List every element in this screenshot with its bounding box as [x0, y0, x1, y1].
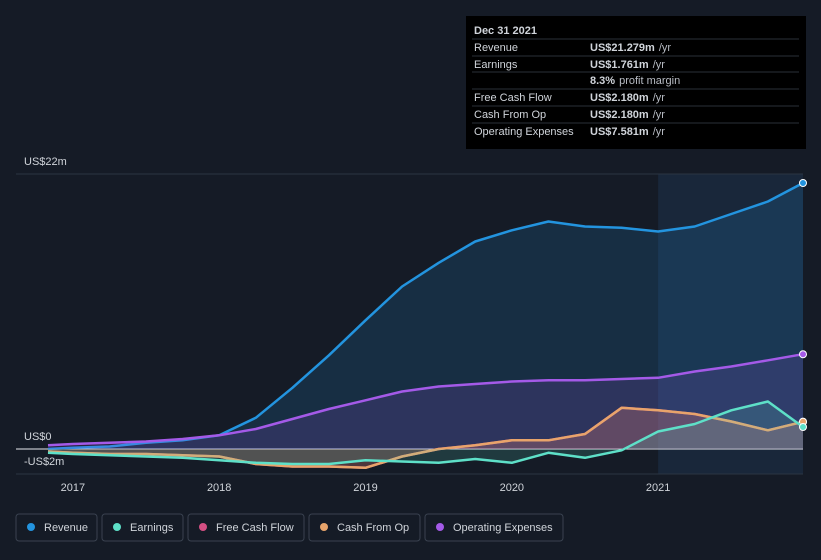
legend-swatch [27, 523, 35, 531]
series-area [48, 354, 803, 449]
tooltip-value: US$21.279m/yr [590, 42, 671, 54]
legend-swatch [320, 523, 328, 531]
tooltip-value: US$2.180m/yr [590, 92, 665, 104]
legend-label: Revenue [44, 522, 88, 534]
legend-item[interactable]: Earnings [101, 513, 184, 542]
legend-label: Operating Expenses [453, 522, 553, 534]
y-tick-label: US$22m [24, 156, 67, 168]
legend-item[interactable]: Free Cash Flow [187, 513, 305, 542]
tooltip-value: 8.3% profit margin [590, 75, 680, 87]
tooltip-value-text: US$2.180m [590, 109, 649, 121]
legend-swatch [199, 523, 207, 531]
tooltip-value-text: 8.3% [590, 75, 615, 87]
tooltip-unit: /yr [653, 59, 666, 71]
tooltip-value-text: US$7.581m [590, 126, 649, 138]
legend-button [308, 513, 421, 542]
series-line [47, 406, 804, 470]
series-line [47, 400, 804, 466]
tooltip-value: US$1.761m/yr [590, 59, 665, 71]
tooltip-value: US$2.180m/yr [590, 109, 665, 121]
legend-label: Cash From Op [337, 522, 409, 534]
x-tick-label: 2019 [353, 482, 377, 494]
tooltip-label: Operating Expenses [474, 126, 574, 138]
legend-swatch [436, 523, 444, 531]
x-tick-label: 2017 [61, 482, 85, 494]
tooltip-label: Revenue [474, 42, 518, 54]
series-line [47, 181, 804, 451]
legend-button [15, 513, 98, 542]
tooltip-value-text: US$2.180m [590, 92, 649, 104]
y-tick-label: -US$2m [24, 456, 64, 468]
tooltip-date: Dec 31 2021 [474, 25, 537, 37]
highlight-region [658, 174, 803, 474]
legend-label: Free Cash Flow [216, 522, 294, 534]
legend-item[interactable]: Cash From Op [308, 513, 421, 542]
tooltip-unit: /yr [653, 92, 666, 104]
series-line [47, 352, 804, 447]
tooltip-label: Cash From Op [474, 109, 546, 121]
x-tick-label: 2020 [500, 482, 524, 494]
legend-item[interactable]: Operating Expenses [424, 513, 564, 542]
series-area [48, 401, 803, 464]
series-area [48, 407, 803, 468]
series-area [48, 407, 803, 468]
legend-button [187, 513, 305, 542]
tooltip-value-text: US$21.279m [590, 42, 655, 54]
end-point [799, 422, 807, 431]
tooltip-unit: /yr [653, 126, 666, 138]
tooltip-unit: /yr [653, 109, 666, 121]
tooltip-box [466, 16, 806, 149]
x-tick-label: 2018 [207, 482, 231, 494]
tooltip-value-text: US$1.761m [590, 59, 649, 71]
legend-swatch [113, 523, 121, 531]
tooltip-label: Earnings [474, 59, 518, 71]
tooltip-label: Free Cash Flow [474, 92, 552, 104]
tooltip-unit: profit margin [619, 75, 680, 87]
legend-label: Earnings [130, 522, 174, 534]
tooltip-unit: /yr [659, 42, 672, 54]
end-point [799, 179, 807, 188]
x-tick-label: 2021 [646, 482, 670, 494]
tooltip-value: US$7.581m/yr [590, 126, 665, 138]
end-point [799, 350, 807, 359]
legend-button [424, 513, 564, 542]
y-tick-label: US$0 [24, 431, 52, 443]
legend-button [101, 513, 184, 542]
series-area [48, 183, 803, 449]
legend-item[interactable]: Revenue [15, 513, 98, 542]
